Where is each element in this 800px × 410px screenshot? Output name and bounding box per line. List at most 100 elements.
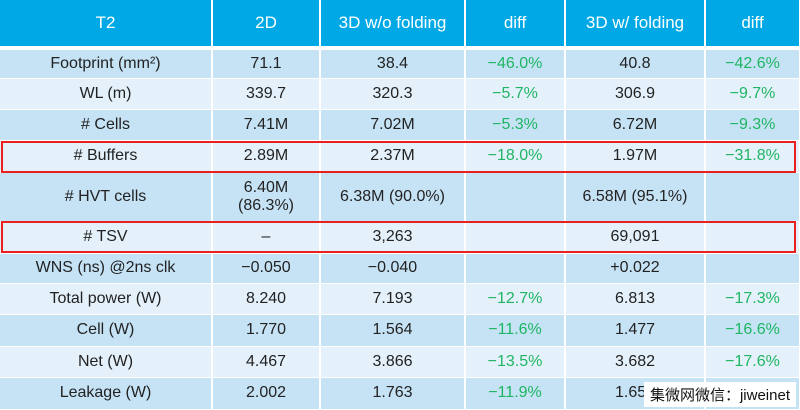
cell-2d-text: 71.1 bbox=[250, 54, 282, 72]
cell-3d-wo-folding-text: 3.866 bbox=[372, 352, 413, 370]
table-row: WL (m) 339.7 320.3 −5.7% 306.9 −9.7% bbox=[0, 78, 800, 110]
table-row: Net (W) 4.467 3.866 −13.5% 3.682 −17.6% bbox=[0, 346, 800, 378]
row-label: Cell (W) bbox=[0, 314, 213, 347]
cell-3d-wo-folding: 2.37M bbox=[320, 140, 466, 173]
cell-diff-2 bbox=[705, 253, 800, 284]
cell-3d-wo-folding-text: 2.37M bbox=[370, 147, 415, 164]
cell-diff-1: −5.7% bbox=[465, 78, 566, 110]
row-label-text: # HVT cells bbox=[64, 187, 147, 205]
cell-3d-wo-folding: 6.38M (90.0%) bbox=[320, 172, 466, 222]
row-label: # Cells bbox=[0, 109, 213, 141]
header-2d: 2D bbox=[212, 0, 321, 50]
table-row: # Buffers 2.89M 2.37M −18.0% 1.97M −31.8% bbox=[0, 140, 800, 173]
row-label-text: # TSV bbox=[83, 228, 128, 245]
cell-3d-w-folding: 40.8 bbox=[565, 48, 706, 79]
cell-3d-w-folding: 3.682 bbox=[565, 346, 706, 378]
cell-2d: 7.41M bbox=[212, 109, 321, 141]
cell-diff-2-text: −16.6% bbox=[725, 321, 780, 338]
row-label: Net (W) bbox=[0, 346, 213, 378]
cell-3d-wo-folding: 1.564 bbox=[320, 314, 466, 347]
table-row: Cell (W) 1.770 1.564 −11.6% 1.477 −16.6% bbox=[0, 314, 800, 347]
row-label: # TSV bbox=[0, 221, 213, 254]
cell-3d-w-folding: +0.022 bbox=[565, 253, 706, 284]
cell-diff-1: −11.6% bbox=[465, 314, 566, 347]
cell-3d-wo-folding-text: 3,263 bbox=[372, 228, 413, 245]
table-row: Footprint (mm²) 71.1 38.4 −46.0% 40.8 −42.6% bbox=[0, 48, 800, 79]
row-label-text: Total power (W) bbox=[49, 289, 162, 307]
cell-3d-wo-folding-text: −0.040 bbox=[367, 259, 418, 276]
cell-3d-w-folding-text: 6.813 bbox=[614, 289, 656, 307]
cell-3d-wo-folding-text: 1.763 bbox=[372, 384, 413, 401]
header-t2: T2 bbox=[0, 0, 213, 50]
cell-diff-2 bbox=[705, 221, 800, 254]
cell-3d-wo-folding: 7.02M bbox=[320, 109, 466, 141]
cell-diff-2-text: −9.3% bbox=[729, 115, 776, 133]
row-label-text: # Cells bbox=[81, 115, 130, 133]
cell-2d: 8.240 bbox=[212, 283, 321, 315]
table-row: # Cells 7.41M 7.02M −5.3% 6.72M −9.3% bbox=[0, 109, 800, 141]
cell-diff-2: −16.6% bbox=[705, 314, 800, 347]
cell-2d-text: – bbox=[261, 228, 271, 245]
cell-3d-wo-folding-text: 6.38M (90.0%) bbox=[340, 187, 445, 205]
cell-diff-1-text: −11.6% bbox=[488, 321, 542, 338]
cell-3d-w-folding: 6.813 bbox=[565, 283, 706, 315]
cell-3d-wo-folding: 320.3 bbox=[320, 78, 466, 110]
cell-3d-w-folding: 306.9 bbox=[565, 78, 706, 110]
cell-diff-2: −17.3% bbox=[705, 283, 800, 315]
cell-diff-2: −9.7% bbox=[705, 78, 800, 110]
cell-3d-w-folding-text: 40.8 bbox=[619, 54, 651, 72]
cell-3d-w-folding-text: 6.72M bbox=[612, 115, 658, 133]
row-label-text: # Buffers bbox=[73, 147, 138, 164]
cell-3d-wo-folding: 1.763 bbox=[320, 377, 466, 410]
cell-diff-2: −9.3% bbox=[705, 109, 800, 141]
cell-3d-wo-folding-text: 38.4 bbox=[376, 54, 409, 72]
cell-3d-wo-folding: 7.193 bbox=[320, 283, 466, 315]
cell-diff-2-text: −17.3% bbox=[725, 289, 780, 307]
table-row: # TSV – 3,263 69,091 bbox=[0, 221, 800, 254]
row-label-text: Leakage (W) bbox=[59, 384, 152, 401]
cell-3d-w-folding-text: 6.58M (95.1%) bbox=[582, 187, 688, 205]
row-label: WL (m) bbox=[0, 78, 213, 110]
cell-diff-1-text: −13.5% bbox=[487, 352, 543, 370]
cell-3d-w-folding: 69,091 bbox=[565, 221, 706, 254]
cell-2d: 4.467 bbox=[212, 346, 321, 378]
cell-2d: – bbox=[212, 221, 321, 254]
cell-3d-w-folding-text: +0.022 bbox=[610, 259, 660, 276]
table-row: # HVT cells 6.40M (86.3%) 6.38M (90.0%) 6.58… bbox=[0, 172, 800, 222]
cell-diff-1: −11.9% bbox=[465, 377, 566, 410]
cell-diff-1-text: −12.7% bbox=[487, 289, 543, 307]
cell-3d-wo-folding: 38.4 bbox=[320, 48, 466, 79]
cell-2d: 339.7 bbox=[212, 78, 321, 110]
row-label-text: Net (W) bbox=[77, 352, 134, 370]
header-diff-2: diff bbox=[705, 0, 800, 50]
cell-2d: 2.002 bbox=[212, 377, 321, 410]
cell-diff-1-text: −11.9% bbox=[488, 384, 542, 401]
cell-3d-w-folding-text: 3.682 bbox=[614, 352, 656, 370]
row-label: # HVT cells bbox=[0, 172, 213, 222]
cell-diff-2-text: −9.7% bbox=[729, 84, 776, 102]
cell-2d-text: 2.89M bbox=[243, 147, 289, 164]
cell-diff-1: −5.3% bbox=[465, 109, 566, 141]
row-label: Footprint (mm²) bbox=[0, 48, 213, 79]
cell-3d-wo-folding: 3.866 bbox=[320, 346, 466, 378]
row-label-text: Footprint (mm²) bbox=[50, 54, 161, 72]
cell-3d-wo-folding: 3,263 bbox=[320, 221, 466, 254]
cell-diff-1: −12.7% bbox=[465, 283, 566, 315]
cell-diff-1-text: −18.0% bbox=[487, 147, 543, 164]
cell-diff-2-text: −17.6% bbox=[725, 352, 780, 370]
cell-2d: −0.050 bbox=[212, 253, 321, 284]
cell-3d-wo-folding-text: 1.564 bbox=[372, 321, 413, 338]
cell-3d-wo-folding-text: 7.193 bbox=[372, 289, 413, 307]
cell-2d-text: 339.7 bbox=[245, 84, 287, 102]
cell-2d-percent: (86.3%) bbox=[237, 196, 295, 214]
cell-3d-w-folding: 6.58M (95.1%) bbox=[565, 172, 706, 222]
cell-diff-1 bbox=[465, 172, 566, 222]
table-row: WNS (ns) @2ns clk −0.050 −0.040 +0.022 bbox=[0, 253, 800, 284]
cell-3d-wo-folding-text: 320.3 bbox=[372, 84, 413, 102]
cell-diff-2 bbox=[705, 172, 800, 222]
cell-2d: 2.89M bbox=[212, 140, 321, 173]
cell-2d-text: 8.240 bbox=[245, 289, 287, 307]
watermark: 集微网微信：jiweinet bbox=[643, 382, 796, 407]
